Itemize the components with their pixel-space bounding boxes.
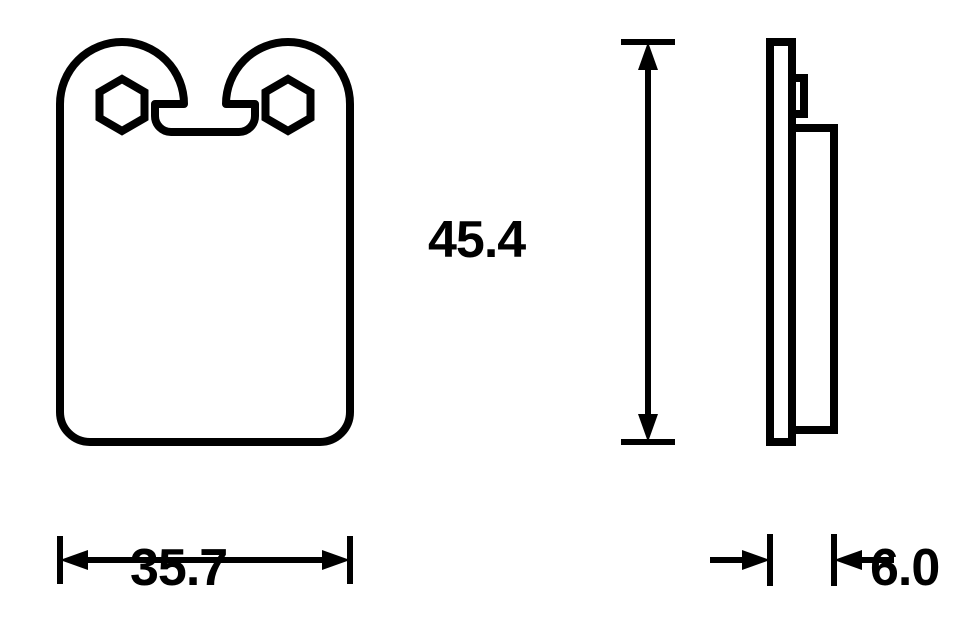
- dim-height-arrow-down: [638, 414, 658, 442]
- dim-thickness-label: 6.0: [870, 538, 939, 598]
- side-bolt-protrusion: [792, 78, 804, 114]
- dim-width-label: 35.7: [130, 538, 227, 598]
- hex-bolt-icon: [266, 79, 311, 131]
- dim-width-arrow-left: [60, 550, 88, 570]
- dim-width-arrow-right: [322, 550, 350, 570]
- dim-height-label: 45.4: [428, 210, 525, 270]
- side-friction-pad: [792, 128, 834, 430]
- hex-bolt-icon: [100, 79, 145, 131]
- dim-thick-arrow-in-left: [742, 550, 770, 570]
- diagram-stage: 45.4 35.7 6.0: [0, 0, 960, 640]
- dim-thick-arrow-in-right: [834, 550, 862, 570]
- dim-height-arrow-up: [638, 42, 658, 70]
